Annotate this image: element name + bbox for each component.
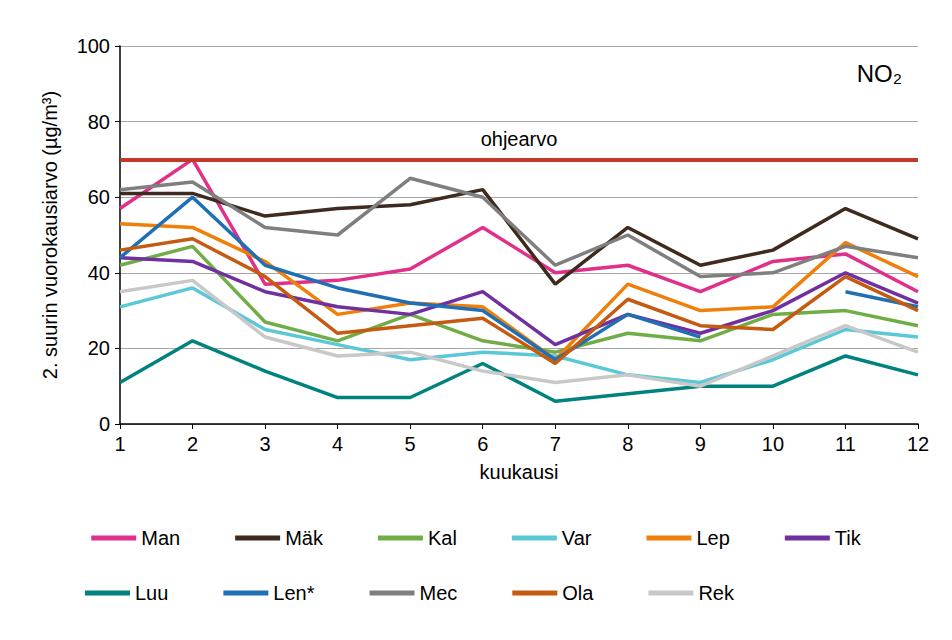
svg-text:Mec: Mec — [420, 582, 458, 604]
svg-text:3: 3 — [260, 433, 271, 455]
svg-text:7: 7 — [550, 433, 561, 455]
svg-text:Kal: Kal — [428, 527, 457, 549]
svg-text:NO₂: NO₂ — [857, 60, 902, 87]
svg-text:Len*: Len* — [273, 582, 314, 604]
svg-text:ohjearvo: ohjearvo — [481, 128, 558, 150]
svg-text:20: 20 — [88, 337, 110, 359]
svg-text:2. suurin vuorokausiarvo (µg/m: 2. suurin vuorokausiarvo (µg/m³) — [39, 91, 61, 379]
svg-text:80: 80 — [88, 111, 110, 133]
svg-text:40: 40 — [88, 262, 110, 284]
svg-text:4: 4 — [332, 433, 343, 455]
svg-text:Lep: Lep — [696, 527, 729, 549]
svg-text:Rek: Rek — [698, 582, 735, 604]
svg-text:11: 11 — [835, 433, 856, 455]
svg-text:12: 12 — [907, 433, 929, 455]
svg-text:Var: Var — [562, 527, 592, 549]
svg-text:2: 2 — [187, 433, 198, 455]
svg-text:Mäk: Mäk — [285, 527, 324, 549]
svg-text:0: 0 — [99, 413, 110, 435]
svg-text:60: 60 — [88, 186, 110, 208]
svg-text:Tik: Tik — [835, 527, 862, 549]
svg-text:10: 10 — [762, 433, 784, 455]
svg-text:5: 5 — [405, 433, 416, 455]
svg-text:Luu: Luu — [135, 582, 168, 604]
svg-text:6: 6 — [477, 433, 488, 455]
svg-text:100: 100 — [77, 35, 110, 57]
svg-text:1: 1 — [114, 433, 125, 455]
svg-text:Ola: Ola — [562, 582, 594, 604]
svg-text:8: 8 — [622, 433, 633, 455]
svg-text:kuukausi: kuukausi — [480, 461, 559, 483]
svg-text:9: 9 — [695, 433, 706, 455]
svg-text:Man: Man — [141, 527, 180, 549]
